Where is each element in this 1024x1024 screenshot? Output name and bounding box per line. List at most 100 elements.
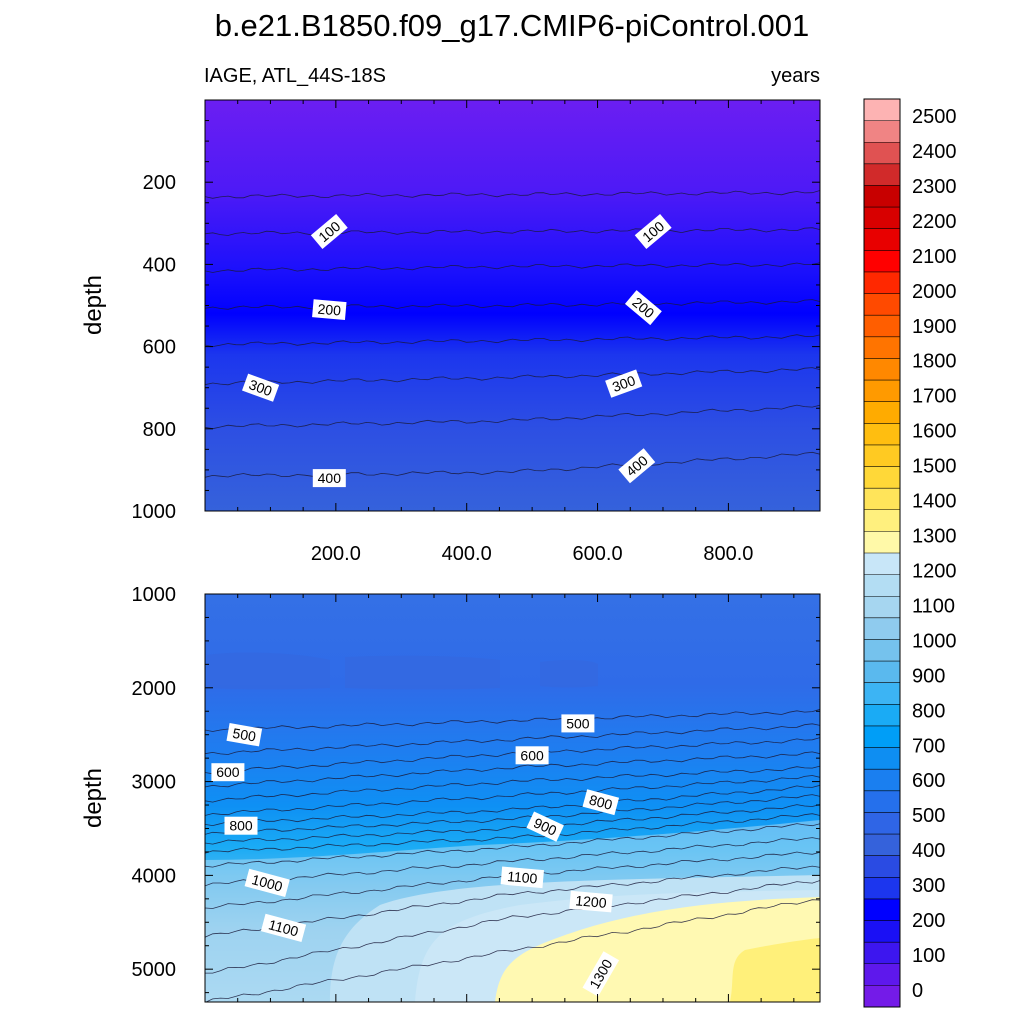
colorbar-label: 600 — [912, 770, 945, 792]
upper-contour-label: 400 — [312, 469, 346, 488]
colorbar-label: 1400 — [912, 491, 957, 513]
colorbar-label: 2000 — [912, 281, 957, 303]
colorbar-swatch — [864, 271, 900, 294]
lower-contour-lines — [205, 708, 820, 1002]
colorbar-label: 1100 — [912, 595, 955, 617]
colorbar-label: 2500 — [912, 106, 957, 128]
upper-contour-350 — [205, 404, 820, 430]
colorbar-swatch — [864, 704, 900, 727]
contour-label-box — [605, 369, 643, 398]
colorbar-label: 2400 — [912, 141, 957, 163]
colorbar-swatch — [864, 99, 900, 121]
colorbar-swatch — [864, 661, 900, 684]
colorbar-label: 1200 — [912, 561, 957, 583]
lower-contour-label: 1000 — [244, 868, 290, 898]
colorbar-label: 2200 — [912, 211, 957, 233]
contour-label-box — [500, 866, 545, 889]
contour-label-box — [582, 789, 620, 816]
colorbar-swatch — [864, 120, 900, 143]
upper-axis-ticks: 200.0 400.0 600.0 800.0 200 400 600 800 1000 — [132, 100, 820, 565]
contour-label-text: 800 — [587, 791, 614, 813]
colorbar-swatch — [864, 682, 900, 705]
colorbar-swatch — [864, 185, 900, 208]
colorbar-swatch — [864, 142, 900, 165]
colorbar-swatch — [864, 358, 900, 381]
colorbar-swatch — [864, 401, 900, 424]
colorbar-label: 1500 — [912, 456, 957, 478]
lower-ylabel: depth — [80, 768, 107, 828]
colorbar-swatch — [864, 639, 900, 662]
lower-region-1350 — [730, 938, 820, 1002]
colorbar-label: 700 — [912, 735, 945, 757]
upper-contour-label: 300 — [242, 373, 280, 402]
y-tick-label: 1000 — [132, 501, 177, 523]
y-tick-label: 2000 — [132, 678, 177, 700]
contour-label-text: 300 — [610, 372, 638, 395]
lower-contour-label: 600 — [515, 746, 549, 765]
colorbar-label: 1000 — [912, 630, 957, 652]
colorbar-swatch — [864, 531, 900, 554]
colorbar-label: 1800 — [912, 351, 957, 373]
subtitle-right: years — [771, 65, 820, 87]
contour-label-text: 600 — [216, 764, 240, 780]
colorbar-swatch — [864, 790, 900, 813]
colorbar-label: 2300 — [912, 176, 957, 198]
contour-label-box — [634, 213, 672, 250]
lower-contour-1150 — [205, 880, 820, 974]
upper-contour-200 — [205, 299, 820, 310]
lower-deep-patch-3 — [540, 659, 598, 688]
colorbar-swatch — [864, 293, 900, 316]
upper-contour-150 — [205, 262, 820, 273]
contour-label-text: 500 — [231, 725, 257, 745]
colorbar-label: 300 — [912, 875, 945, 897]
y-tick-label: 1000 — [132, 584, 177, 606]
colorbar-label: 1700 — [912, 386, 957, 408]
x-tick-label: 600.0 — [573, 543, 623, 565]
colorbar-label: 800 — [912, 700, 945, 722]
upper-contour-400 — [205, 451, 820, 478]
colorbar-swatch — [864, 423, 900, 446]
contour-label-box — [312, 469, 346, 488]
lower-contour-label: 500 — [561, 714, 595, 733]
x-tick-label: 200.0 — [311, 543, 361, 565]
colorbar-swatch — [864, 942, 900, 965]
lower-contour-label: 600 — [211, 763, 245, 782]
contour-label-box — [260, 913, 307, 943]
colorbar-swatch — [864, 747, 900, 770]
y-tick-label: 5000 — [132, 959, 177, 981]
colorbar-label: 400 — [912, 840, 945, 862]
lower-contour-1000 — [205, 837, 820, 887]
y-tick-label: 600 — [143, 337, 176, 359]
y-tick-label: 200 — [143, 172, 176, 194]
colorbar-swatch — [864, 898, 900, 921]
colorbar-swatch — [864, 920, 900, 943]
colorbar: 2500240023002200210020001900180017001600… — [863, 98, 957, 1008]
contour-label-box — [515, 746, 549, 765]
upper-contour-300 — [205, 367, 820, 386]
colorbar-swatch — [864, 553, 900, 575]
colorbar-swatch — [864, 444, 900, 467]
chart-title: b.e21.B1850.f09_g17.CMIP6-piControl.001 — [215, 8, 810, 43]
lower-contour-1200 — [205, 899, 820, 1002]
colorbar-label: 1300 — [912, 526, 957, 548]
contour-label-box — [310, 213, 348, 250]
upper-contour-label: 300 — [605, 369, 643, 398]
lower-contour-500 — [205, 723, 820, 755]
lower-contour-600 — [205, 751, 820, 788]
contour-label-text: 400 — [318, 470, 342, 486]
upper-contour-lines — [205, 190, 820, 478]
y-tick-label: 4000 — [132, 865, 177, 887]
x-tick-label: 800.0 — [703, 543, 753, 565]
colorbar-swatch — [864, 855, 900, 878]
lower-contour-label: 500 — [226, 722, 263, 747]
lower-contour-label: 1200 — [569, 890, 613, 913]
lower-contour-650 — [205, 765, 820, 803]
contour-label-text: 300 — [247, 376, 275, 399]
contour-label-text: 1100 — [267, 916, 300, 939]
lower-panel-frame — [204, 593, 821, 1003]
lower-contour-950 — [205, 823, 820, 868]
contour-label-text: 1000 — [250, 871, 284, 895]
